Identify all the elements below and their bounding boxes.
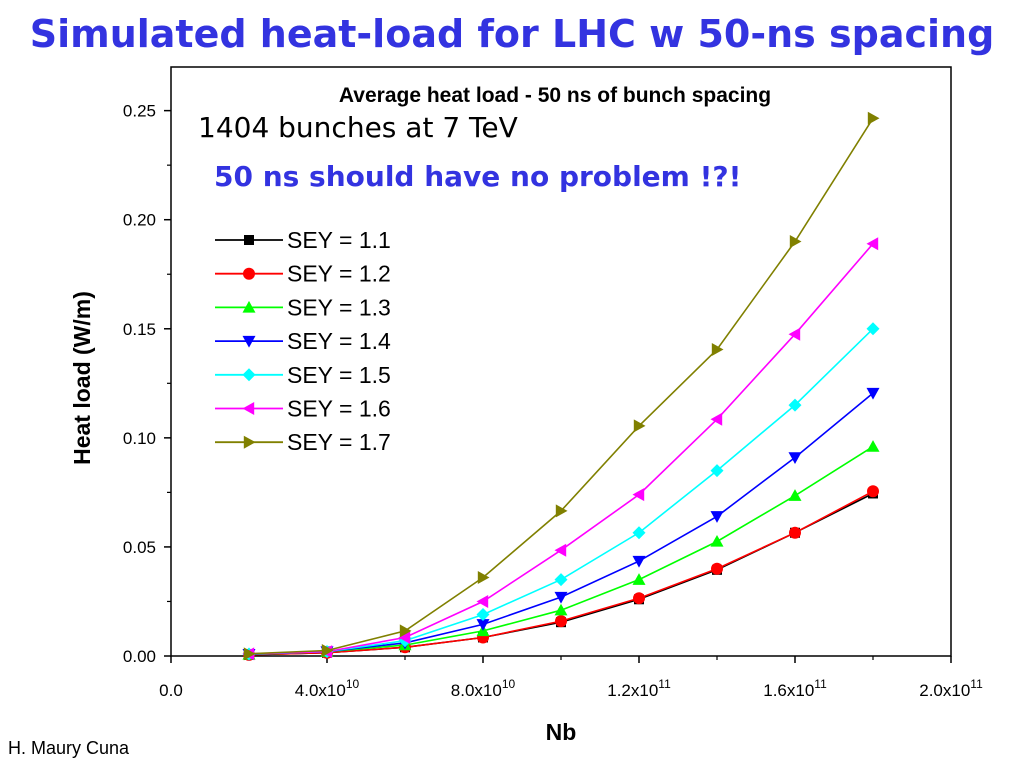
y-tick-label: 0.10 <box>123 429 156 448</box>
x-tick-label: 2.0x1011 <box>919 677 983 700</box>
legend-label: SEY = 1.2 <box>287 261 391 287</box>
data-point <box>555 504 568 518</box>
x-tick-label: 1.6x1011 <box>763 677 827 700</box>
data-point <box>476 594 489 608</box>
x-tick-label: 1.2x1011 <box>607 677 671 700</box>
data-point <box>789 235 802 249</box>
legend-entry: SEY = 1.4 <box>215 328 391 354</box>
data-point <box>555 615 567 628</box>
legend-label: SEY = 1.3 <box>287 294 391 320</box>
legend-marker <box>242 335 256 348</box>
legend-entry: SEY = 1.7 <box>215 429 391 455</box>
series-17 <box>243 111 880 661</box>
data-point <box>866 387 880 400</box>
legend-marker <box>242 368 256 382</box>
axes: 0.00 0.05 0.10 0.15 0.20 0.25 0.0 4.0x1010 8.0x1… <box>123 102 983 700</box>
legend-marker <box>242 300 256 313</box>
data-point <box>866 237 879 251</box>
legend-entry: SEY = 1.6 <box>215 396 391 422</box>
y-tick-label: 0.15 <box>123 320 156 339</box>
data-point <box>710 534 724 547</box>
legend: SEY = 1.1 SEY = 1.2 SEY = 1.3 SEY = 1.4 SEY … <box>215 227 391 455</box>
data-point <box>788 327 801 341</box>
data-point <box>710 412 723 426</box>
y-tick-label: 0.00 <box>123 647 156 666</box>
slide-title: Simulated heat-load for LHC w 50-ns spac… <box>29 12 995 56</box>
data-point <box>711 343 724 357</box>
data-point <box>710 464 724 478</box>
data-point <box>477 570 490 584</box>
series-line <box>248 490 874 656</box>
legend-label: SEY = 1.7 <box>287 429 391 455</box>
y-tick-label: 0.20 <box>123 211 156 230</box>
data-point <box>554 591 568 604</box>
data-point <box>866 322 880 336</box>
x-axis-label: Nb <box>546 719 577 745</box>
data-point <box>632 555 646 568</box>
legend-label: SEY = 1.1 <box>287 227 391 253</box>
y-tick-label: 0.05 <box>123 538 156 557</box>
author-credit: H. Maury Cuna <box>8 738 130 758</box>
chart-title: Average heat load - 50 ns of bunch spaci… <box>339 84 771 107</box>
data-point <box>866 440 880 452</box>
data-point <box>399 624 412 638</box>
legend-label: SEY = 1.5 <box>287 362 391 388</box>
legend-label: SEY = 1.6 <box>287 396 391 422</box>
legend-label: SEY = 1.4 <box>287 328 391 354</box>
x-tick-label: 8.0x1010 <box>451 677 516 700</box>
data-point <box>711 562 723 575</box>
data-point <box>476 608 490 622</box>
legend-entry: SEY = 1.5 <box>215 362 391 388</box>
data-point <box>867 485 879 498</box>
data-point <box>632 488 645 502</box>
data-point <box>632 573 646 585</box>
data-point <box>788 489 802 501</box>
y-axis-label: Heat load (W/m) <box>69 291 95 465</box>
data-point <box>632 526 646 540</box>
problem-annotation: 50 ns should have no problem !?! <box>214 160 741 193</box>
legend-marker <box>242 402 255 415</box>
data-point <box>321 644 334 658</box>
y-tick-label: 0.25 <box>123 102 156 121</box>
legend-entry: SEY = 1.2 <box>215 261 391 287</box>
legend-entry: SEY = 1.1 <box>215 227 391 253</box>
data-point <box>867 111 880 125</box>
data-point <box>788 398 802 412</box>
data-point <box>398 630 411 644</box>
legend-marker <box>244 235 254 245</box>
x-tick-label: 0.0 <box>159 681 183 700</box>
data-point <box>476 619 490 631</box>
data-point <box>789 526 801 539</box>
data-point <box>554 573 568 587</box>
data-point <box>788 452 802 464</box>
x-tick-label: 4.0x1010 <box>295 677 360 700</box>
legend-marker <box>243 267 255 280</box>
legend-entry: SEY = 1.3 <box>215 294 391 320</box>
data-point <box>633 419 646 433</box>
data-point <box>710 511 724 523</box>
bunches-annotation: 1404 bunches at 7 TeV <box>198 111 518 144</box>
series-layer <box>242 111 880 661</box>
data-point <box>243 647 256 661</box>
data-point <box>554 603 568 616</box>
data-point <box>633 592 645 605</box>
legend-marker <box>243 435 256 449</box>
data-point <box>554 543 567 557</box>
